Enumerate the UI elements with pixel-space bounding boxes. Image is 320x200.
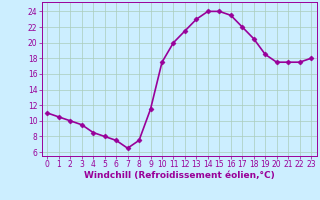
X-axis label: Windchill (Refroidissement éolien,°C): Windchill (Refroidissement éolien,°C) [84,171,275,180]
